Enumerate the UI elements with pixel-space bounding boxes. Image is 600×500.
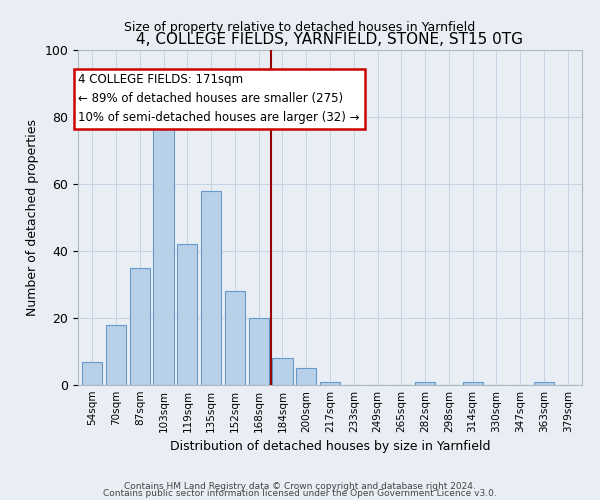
Bar (154, 104, 173, 385)
Bar (320, 382, 340, 385)
Bar (106, 324, 126, 385)
Bar (272, 358, 293, 385)
X-axis label: Distribution of detached houses by size in Yarnfield: Distribution of detached houses by size … (170, 440, 490, 454)
Bar (82, 362, 103, 385)
Title: 4, COLLEGE FIELDS, YARNFIELD, STONE, ST15 0TG: 4, COLLEGE FIELDS, YARNFIELD, STONE, ST1… (137, 32, 523, 48)
Bar (130, 268, 150, 385)
Text: Contains HM Land Registry data © Crown copyright and database right 2024.: Contains HM Land Registry data © Crown c… (124, 482, 476, 491)
Bar (201, 190, 221, 385)
Text: 4 COLLEGE FIELDS: 171sqm
← 89% of detached houses are smaller (275)
10% of semi-: 4 COLLEGE FIELDS: 171sqm ← 89% of detach… (79, 74, 360, 124)
Bar (177, 244, 197, 385)
Text: Contains public sector information licensed under the Open Government Licence v3: Contains public sector information licen… (103, 489, 497, 498)
Y-axis label: Number of detached properties: Number of detached properties (26, 119, 39, 316)
Bar (248, 318, 269, 385)
Bar (225, 291, 245, 385)
Bar (463, 382, 483, 385)
Bar (534, 382, 554, 385)
Text: Size of property relative to detached houses in Yarnfield: Size of property relative to detached ho… (124, 21, 476, 34)
Bar (415, 382, 435, 385)
Bar (296, 368, 316, 385)
